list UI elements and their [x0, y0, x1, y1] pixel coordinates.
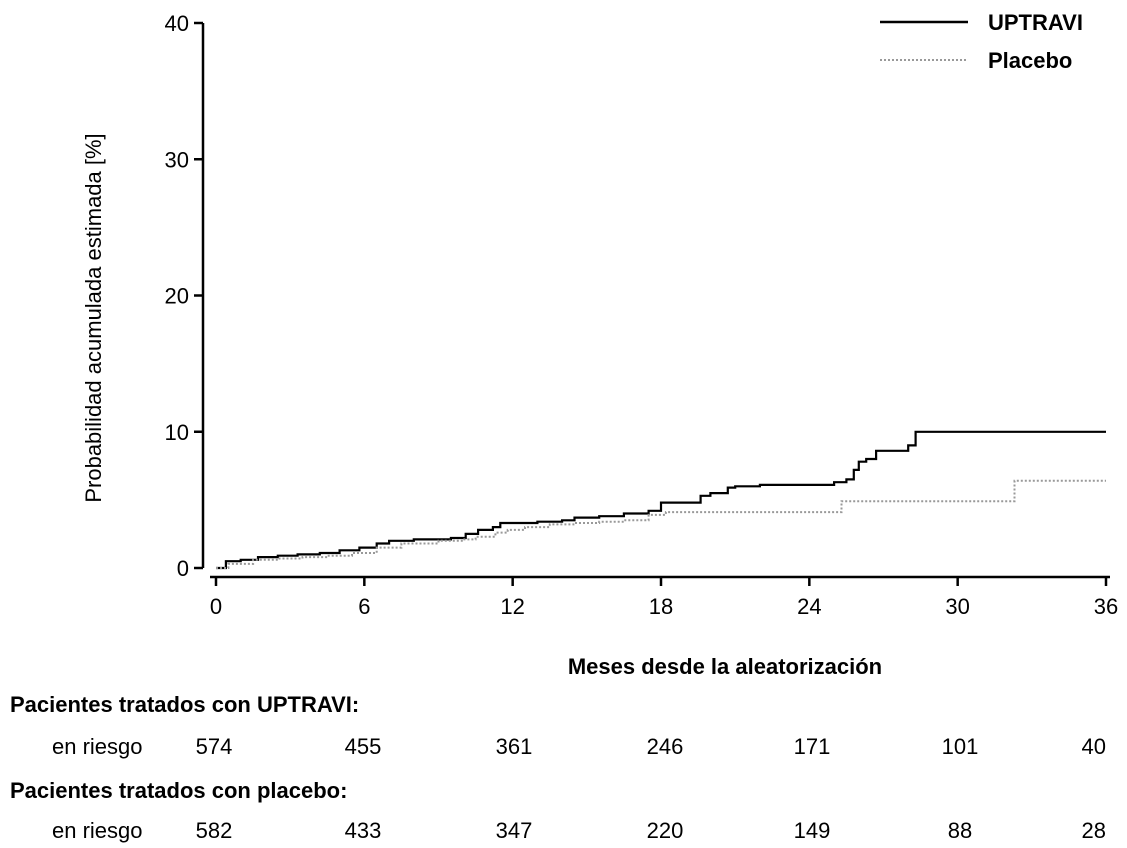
risk-value: 361: [496, 734, 533, 759]
y-axis-title: Probabilidad acumulada estimada [%]: [81, 133, 106, 502]
risk-value: 574: [196, 734, 233, 759]
risk-group-heading: Pacientes tratados con UPTRAVI:: [10, 692, 359, 717]
risk-table: Pacientes tratados con UPTRAVI: en riesgo…: [10, 692, 1106, 843]
risk-value: 28: [1082, 818, 1106, 843]
series-line-uptravi: [216, 430, 1106, 570]
x-tick-label: 30: [945, 594, 969, 619]
risk-value: 171: [794, 734, 831, 759]
x-tick-label: 24: [797, 594, 821, 619]
x-axis-title: Meses desde la aleatorización: [568, 654, 882, 679]
x-tick-label: 12: [500, 594, 524, 619]
risk-value: 582: [196, 818, 233, 843]
plot-lines: [216, 430, 1106, 570]
x-axis: 0 6 12 18 24 30 36: [210, 575, 1118, 619]
y-tick-label: 0: [177, 556, 189, 581]
legend-label-uptravi: UPTRAVI: [988, 10, 1083, 35]
risk-group-heading: Pacientes tratados con placebo:: [10, 778, 347, 803]
legend: UPTRAVI Placebo: [880, 10, 1083, 73]
legend-label-placebo: Placebo: [988, 48, 1072, 73]
risk-value: 149: [794, 818, 831, 843]
y-tick-label: 40: [165, 11, 189, 36]
risk-value: 347: [496, 818, 533, 843]
risk-row-label: en riesgo: [52, 818, 143, 843]
risk-value: 220: [647, 818, 684, 843]
risk-value: 246: [647, 734, 684, 759]
x-tick-label: 6: [358, 594, 370, 619]
risk-row-label: en riesgo: [52, 734, 143, 759]
risk-value: 88: [948, 818, 972, 843]
x-tick-label: 0: [210, 594, 222, 619]
risk-value: 40: [1082, 734, 1106, 759]
risk-value: 101: [942, 734, 979, 759]
x-tick-label: 18: [649, 594, 673, 619]
y-tick-label: 20: [165, 284, 189, 309]
y-tick-label: 10: [165, 420, 189, 445]
y-axis: 0 10 20 30 40: [165, 11, 205, 581]
risk-value: 455: [345, 734, 382, 759]
risk-value: 433: [345, 818, 382, 843]
x-tick-label: 36: [1094, 594, 1118, 619]
y-tick-label: 30: [165, 147, 189, 172]
series-line-placebo: [216, 479, 1106, 569]
